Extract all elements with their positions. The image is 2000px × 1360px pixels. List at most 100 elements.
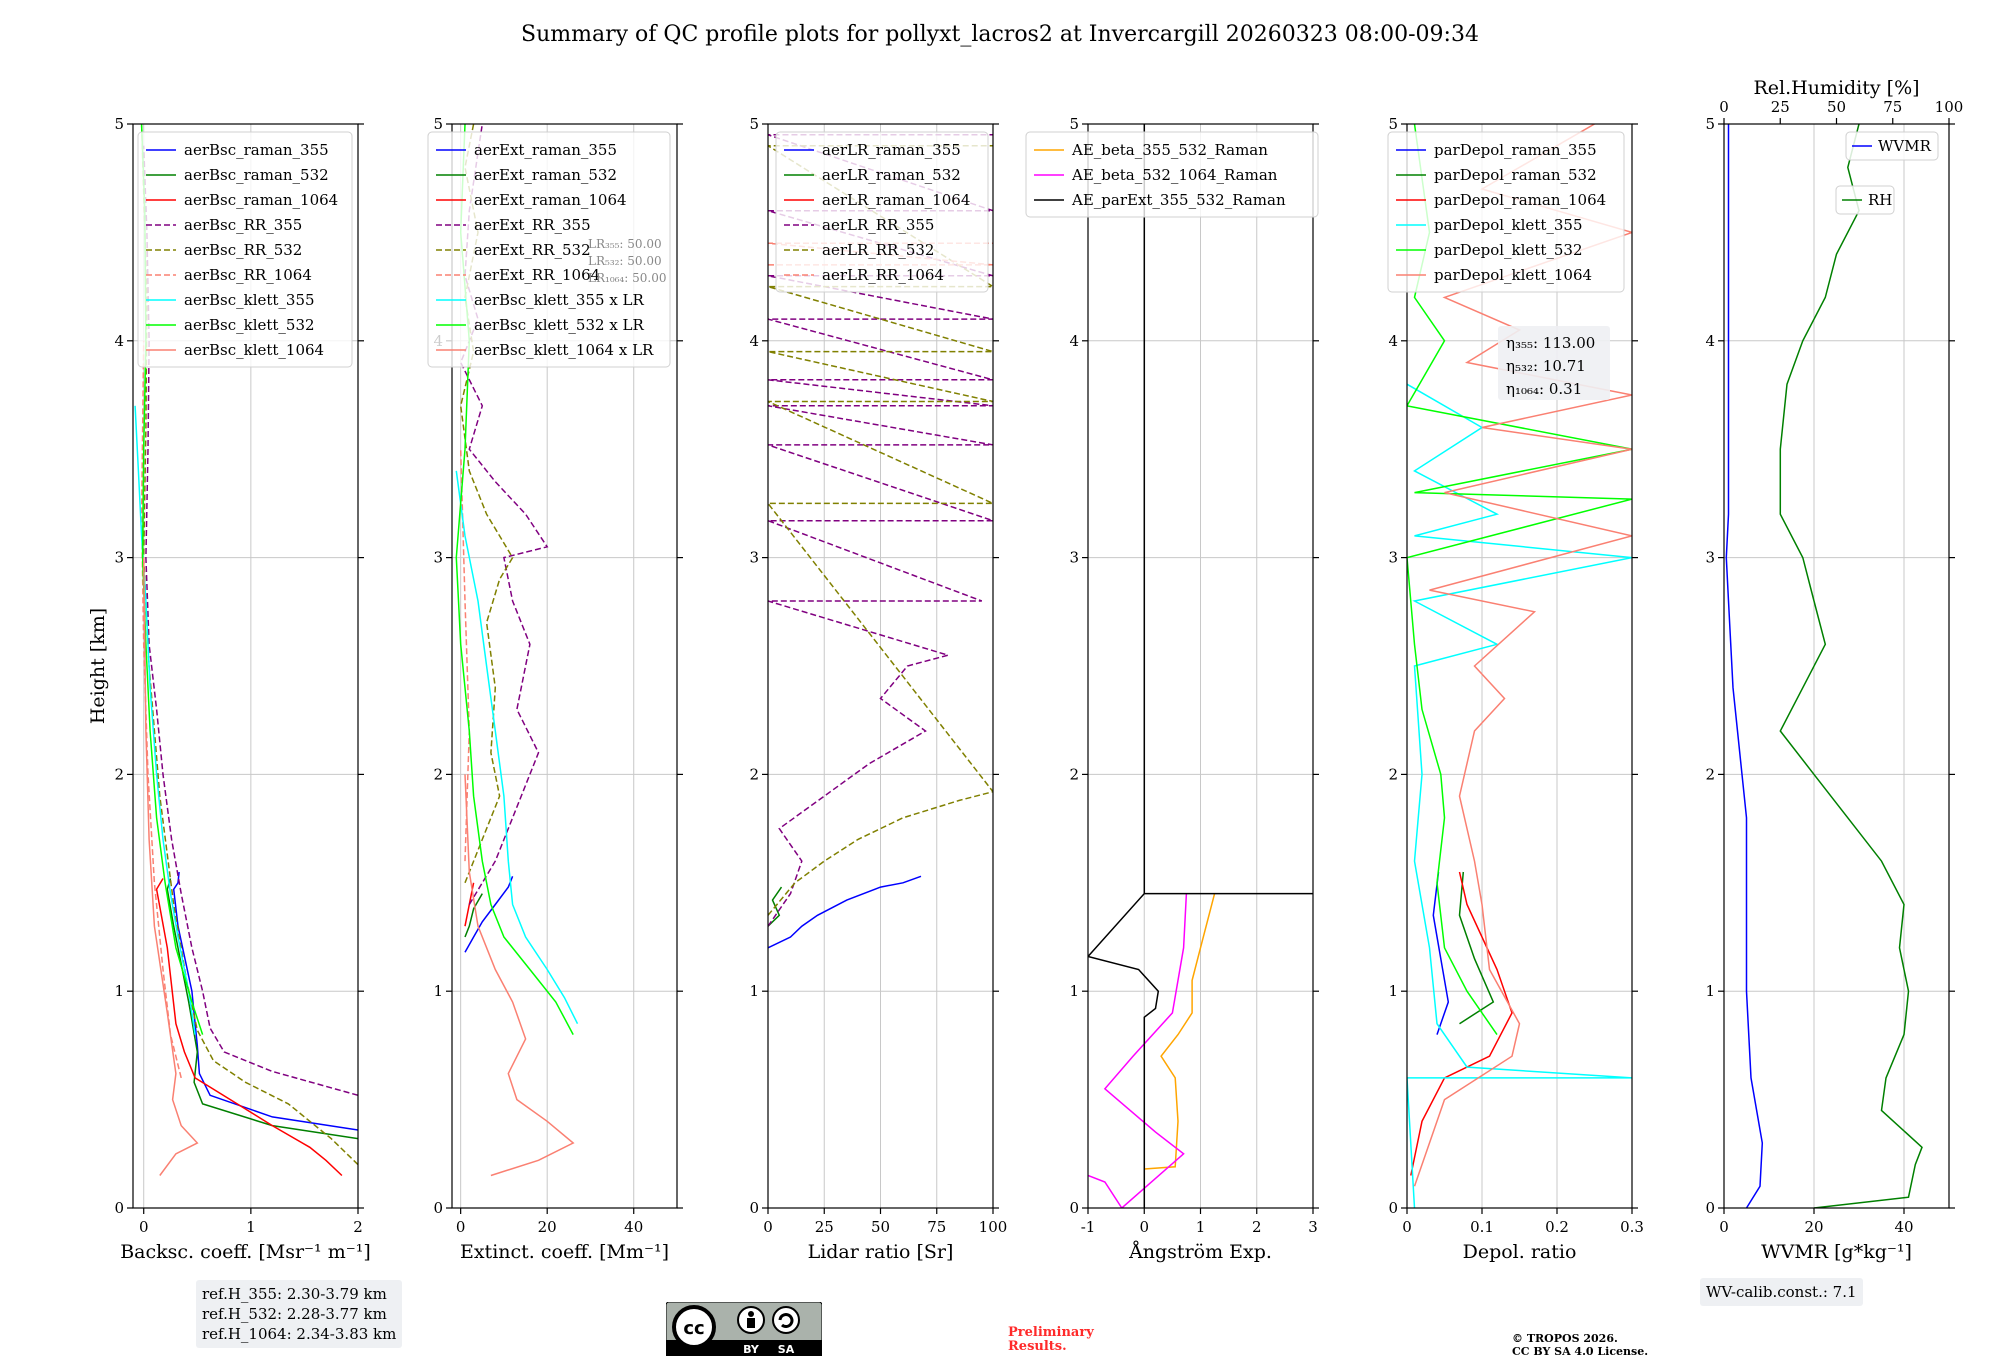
x-axis-label: Ångström Exp. [1128,1241,1272,1263]
legend-label: aerBsc_RR_355 [184,216,302,234]
legend-label: aerBsc_raman_355 [184,141,329,159]
y-tick-label: 3 [114,549,124,567]
eta-annotation: η₃₅₅: 113.00 [1506,334,1595,352]
preliminary-line-1: Preliminary [1008,1325,1094,1340]
x-tick-label: 0.3 [1620,1218,1644,1236]
preliminary-note: Preliminary Results. [1008,1326,1094,1354]
ref-h-532-text: ref.H_532: 2.28-3.77 km [202,1305,387,1323]
legend-label: aerBsc_RR_1064 [184,266,312,284]
legend-label: aerBsc_klett_1064 x LR [474,341,654,359]
legend-box [1025,131,1319,218]
cc-logo-text: cc [683,1318,704,1339]
y-tick-label: 3 [433,549,443,567]
x-tick-label: 0 [1402,1218,1412,1236]
cc-sa-label: SA [778,1343,795,1356]
series-group [1088,124,1313,1208]
y-tick-label: 2 [114,765,124,783]
y-tick-label: 3 [1388,549,1398,567]
x-tick-label: 0.1 [1470,1218,1494,1236]
legend-box [1387,131,1625,293]
wv-calibration-box: WV-calib.const.: 7.1 [1700,1278,1863,1306]
lidar-ratio-annotation: LR₃₅₅: 50.00 [588,237,662,251]
y-tick-label: 4 [1069,332,1079,350]
y-tick-label: 0 [749,1199,759,1217]
series-line-aerExt_RR_355 [459,124,549,905]
legend-label: aerExt_RR_1064 [474,266,600,284]
x-tick-label: 100 [979,1218,1008,1236]
legend-label: aerExt_raman_1064 [474,191,627,209]
y-tick-label: 3 [1069,549,1079,567]
legend-label: aerLR_raman_532 [822,166,961,184]
x-tick-label: 2 [353,1218,363,1236]
eta-annotation: η₅₃₂: 10.71 [1506,357,1586,375]
y-tick-label: 4 [1705,332,1715,350]
y-tick-label: 0 [1705,1199,1715,1217]
y-tick-label: 5 [433,115,443,133]
legend-box [1845,131,1939,161]
legend-label: aerExt_RR_532 [474,241,591,259]
series-line-RH [1779,124,1923,1208]
legend-box [775,131,989,293]
x-tick-label: 0 [1719,1218,1729,1236]
legend: parDepol_raman_355 parDepol_raman_532 parD… [1387,131,1625,293]
legend-label: aerBsc_klett_355 x LR [474,291,645,309]
series-line-aerBsc_RR_532 [140,124,358,1166]
y-axis-label: Height [km] [87,608,109,724]
legend-label: aerBsc_RR_532 [184,241,302,259]
series-line-AE_beta_355_532_Raman [1144,893,1216,1170]
x-tick-label: 0 [1139,1218,1149,1236]
legend-label: parDepol_raman_355 [1434,141,1597,159]
legend-label: parDepol_raman_532 [1434,166,1597,184]
series-line-AE_beta_532_1064_Raman [1088,893,1188,1208]
legend-RH: RH [1835,185,1895,215]
top-axis-label: Rel.Humidity [%] [1753,77,1919,99]
top-x-tick-label: 100 [1935,98,1964,116]
y-tick-label: 2 [1388,765,1398,783]
series-line-aerBsc_klett_355 x LR [455,470,579,1025]
panel-lidar_ratio: 0 25 50 75 100 0 1 2 3 4 5 Lidar ratio [Sr] aerLR_ra… [749,115,1007,1263]
legend: aerExt_raman_355 aerExt_raman_532 aerExt_r… [427,131,671,368]
x-tick-label: 20 [538,1218,557,1236]
y-tick-label: 2 [433,765,443,783]
top-x-tick-label: 50 [1827,98,1846,116]
y-tick-label: 4 [749,332,759,350]
legend-label: parDepol_klett_355 [1434,216,1583,234]
series-line-aerBsc_raman_1064 [155,878,343,1177]
legend: aerBsc_raman_355 aerBsc_raman_532 aerBsc_r… [137,131,353,368]
legend-label: AE_beta_355_532_Raman [1071,141,1268,159]
legend-label: aerLR_raman_1064 [822,191,970,209]
series-line-aerExt_raman_532 [464,893,483,938]
y-tick-label: 0 [1069,1199,1079,1217]
legend-label: aerExt_raman_532 [474,166,617,184]
series-line-parDepol_raman_1064 [1410,871,1513,1176]
y-tick-label: 1 [1388,982,1398,1000]
y-tick-label: 3 [1705,549,1715,567]
x-tick-label: 0 [763,1218,773,1236]
top-x-tick-label: 75 [1883,98,1902,116]
x-axis-label: Lidar ratio [Sr] [808,1241,954,1263]
legend-label: aerBsc_klett_532 [184,316,315,334]
legend-label: aerExt_RR_355 [474,216,591,234]
lidar-ratio-annotation: LR₁₀₆₄: 50.00 [588,271,666,285]
legend-label: aerBsc_raman_532 [184,166,329,184]
eta-box [1498,326,1610,400]
series-line-parDepol_klett_1064 [1413,124,1632,1187]
panel-water_vapor: 0 20 40 0 1 2 3 4 5 WVMR [g*kg⁻¹] 0 25 50 75 100 Rel.Hu… [1705,77,1963,1263]
sa-share-icon [778,1313,794,1328]
panel-frame [1406,123,1633,1209]
y-tick-label: 2 [1705,765,1715,783]
series-group [455,124,579,1177]
x-axis-label: Extinct. coeff. [Mm⁻¹] [460,1241,669,1263]
legend: AE_beta_355_532_Raman AE_beta_532_1064_Ra… [1025,131,1319,218]
x-tick-label: 75 [927,1218,946,1236]
x-tick-label: 40 [624,1218,643,1236]
y-tick-label: 4 [1388,332,1398,350]
series-line-aerBsc_raman_532 [166,878,358,1140]
by-person-icon [748,1311,754,1317]
copyright-note: © TROPOS 2026. CC BY SA 4.0 License. [1512,1332,1648,1358]
y-tick-label: 2 [1069,765,1079,783]
x-axis-label: Backsc. coeff. [Msr⁻¹ m⁻¹] [120,1241,371,1263]
y-tick-label: 1 [749,982,759,1000]
panel-frame [132,123,359,1209]
